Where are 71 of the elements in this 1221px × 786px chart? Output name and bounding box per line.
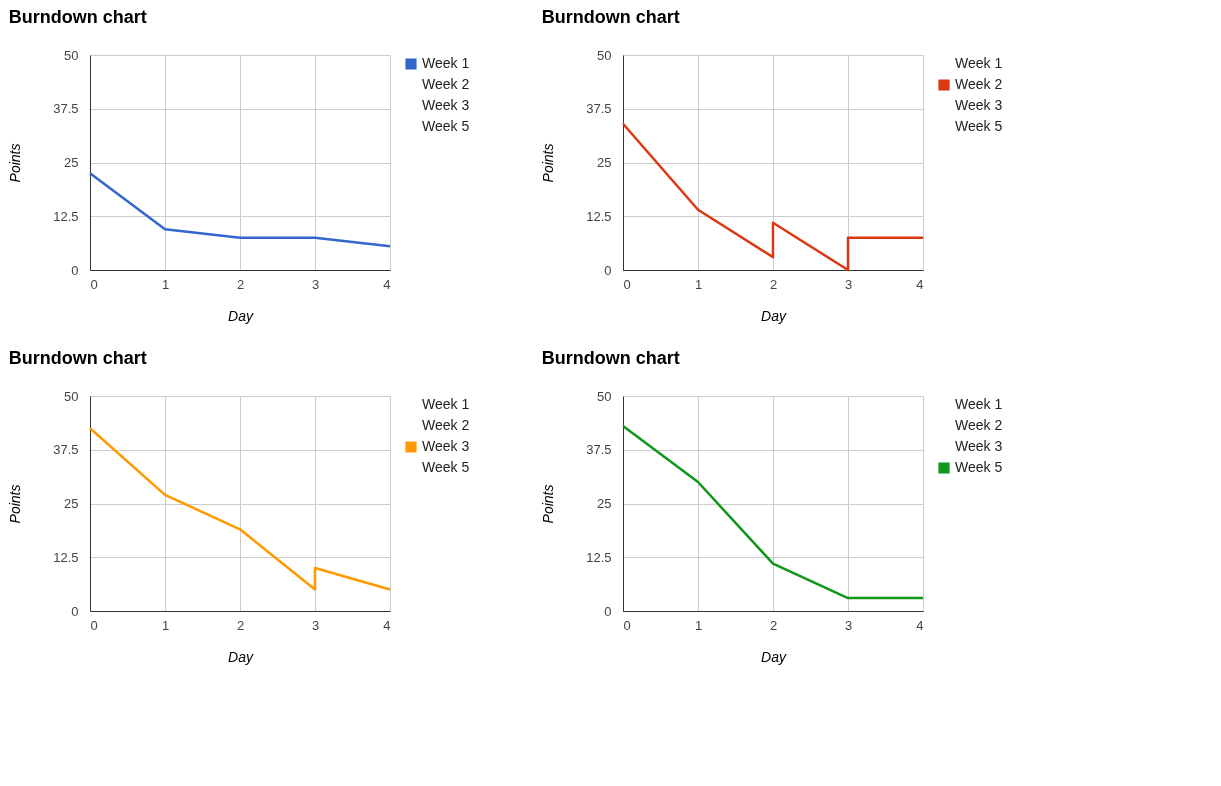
y-tick-label: 0 [604,262,612,278]
x-tick-label: 4 [383,617,391,633]
x-tick-label: 2 [769,276,778,292]
y-tick-label: 25 [64,496,79,511]
x-tick-label: 1 [161,617,170,633]
legend-label: Week 5 [955,459,1003,475]
legend-label: Week 1 [422,55,470,71]
y-tick-label: 0 [71,262,79,278]
y-axis-title: Points [540,484,557,524]
y-tick-label: 37.5 [586,442,612,458]
legend-label: Week 2 [955,76,1003,92]
text: Week 5 [955,118,1003,134]
x-tick-label: 1 [694,276,703,292]
line-series [88,172,392,248]
y-tick-label: 25 [64,155,79,170]
y-tick-label: 37.5 [53,442,79,458]
y-tick-label: 12.5 [586,549,612,565]
y-tick-label: 50 [597,388,612,404]
y-tick-label: 25 [597,155,612,170]
y-tick-label: 12.5 [53,208,79,224]
y-axis-title: Points [7,143,24,183]
y-tick-label: 37.5 [586,101,612,117]
text: Week 5 [422,118,470,134]
text: Week 1 [955,55,1003,71]
x-tick-label: 4 [383,276,391,292]
x-tick-label: 2 [236,617,245,633]
x-tick-label: 2 [236,276,245,292]
text: Week 3 [955,438,1003,454]
x-axis-title: Day [761,307,787,324]
text: Week 2 [422,76,470,92]
y-axis-title: Points [7,484,24,524]
y-axis-title: Points [540,143,557,183]
x-tick-label: 4 [916,276,924,292]
text: Week 5 [422,459,470,475]
y-tick-label: 0 [71,603,79,619]
x-tick-label: 3 [311,617,320,633]
y-tick-label: 0 [604,603,612,619]
x-tick-label: 3 [844,276,853,292]
x-tick-label: 3 [311,276,320,292]
x-axis-title: Day [228,307,254,324]
legend-label: Week 3 [422,438,470,454]
x-axis-title: Day [761,648,787,665]
y-tick-label: 25 [597,496,612,511]
y-tick-label: 50 [64,388,79,404]
chart-title: Burndown chart [541,7,680,27]
chart-title: Burndown chart [541,348,680,368]
x-tick-label: 1 [694,617,703,633]
chart-title: Burndown chart [8,348,147,368]
x-tick-label: 3 [844,617,853,633]
text: Week 2 [422,417,470,433]
line-series [88,427,392,591]
y-tick-label: 12.5 [53,549,79,565]
x-tick-label: 4 [916,617,924,633]
text: Week 1 [422,396,470,412]
x-tick-label: 0 [623,276,631,292]
y-tick-label: 50 [597,47,612,63]
y-tick-label: 37.5 [53,101,79,117]
line-series [621,424,925,600]
y-tick-label: 12.5 [586,208,612,224]
chart-title: Burndown chart [8,7,147,27]
text: Week 3 [955,97,1003,113]
x-tick-label: 0 [623,617,631,633]
y-tick-label: 50 [64,47,79,63]
x-tick-label: 0 [90,276,98,292]
x-tick-label: 1 [161,276,170,292]
x-tick-label: 2 [769,617,778,633]
text: Week 3 [422,97,470,113]
text: Week 1 [955,396,1003,412]
x-tick-label: 0 [90,617,98,633]
x-axis-title: Day [228,648,254,665]
text: Week 2 [955,417,1003,433]
